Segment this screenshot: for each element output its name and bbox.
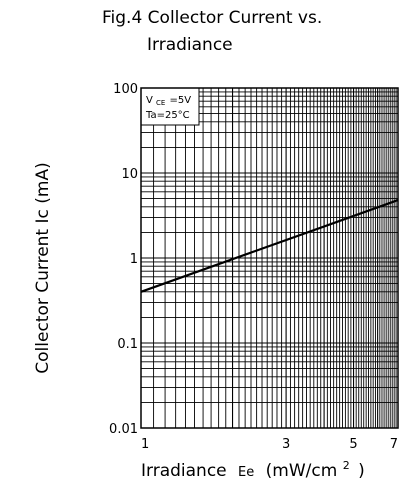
legend-vce-main: V <box>146 95 153 106</box>
series-layer <box>140 199 399 293</box>
y-tick-label: 0.1 <box>117 337 138 352</box>
chart-title-line2: Irradiance <box>147 35 233 55</box>
y-tick-label: 1 <box>130 252 138 267</box>
legend-line1: V CE =5V <box>146 95 191 108</box>
grid <box>141 88 398 428</box>
x-tick-label: 7 <box>390 437 398 452</box>
x-axis-label-unit-sup: 2 <box>343 459 350 472</box>
y-tick-label: 100 <box>113 82 138 97</box>
x-tick-label: 1 <box>141 437 149 452</box>
x-axis-label: Irradiance Ee (mW/cm 2 ) <box>141 454 365 481</box>
x-tick-label: 5 <box>349 437 357 452</box>
y-axis-label: Collector Current Ic (mA) <box>33 162 53 373</box>
legend-vce-sub: CE <box>156 99 165 107</box>
x-axis-label-main: Irradiance <box>141 461 227 481</box>
x-axis-label-unit-close: ) <box>358 461 365 481</box>
legend-line2: Ta=25°C <box>145 110 190 121</box>
y-tick-label: 10 <box>121 167 138 182</box>
legend-box <box>140 87 200 126</box>
plot-frame <box>140 87 399 429</box>
x-axis-label-unit-open: (mW/cm <box>266 461 338 481</box>
tick-labels: 1 3 5 7 100 10 1 0.1 0.01 <box>109 82 398 452</box>
x-tick-label: 3 <box>282 437 290 452</box>
x-axis-label-symbol: Ee <box>238 465 254 480</box>
chart-title-line1: Fig.4 Collector Current vs. <box>102 8 322 28</box>
y-tick-label: 0.01 <box>109 422 138 437</box>
series-line <box>140 199 399 293</box>
legend-vce-value: =5V <box>170 95 192 106</box>
